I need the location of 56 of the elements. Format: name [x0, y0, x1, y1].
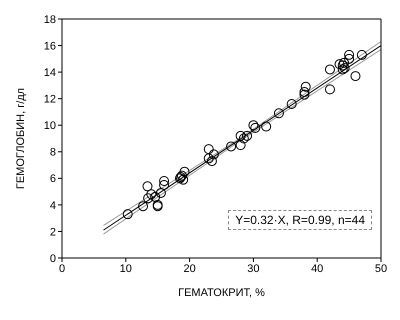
x-tick-label: 30: [247, 262, 260, 275]
point: [338, 60, 348, 70]
point: [226, 141, 236, 152]
point: [242, 130, 252, 141]
y-tick-label: 14: [44, 67, 56, 80]
point: [344, 54, 354, 64]
point: [324, 64, 335, 74]
point: [122, 209, 133, 220]
x-axis-title: ГЕМАТОКРИТ, %: [178, 287, 266, 299]
point: [179, 166, 190, 177]
point: [178, 174, 188, 185]
point: [138, 201, 148, 212]
x-tick-label: 10: [120, 262, 132, 275]
point: [204, 153, 214, 164]
y-tick-label: 6: [50, 173, 56, 186]
y-tick-label: 12: [44, 94, 56, 106]
point: [204, 144, 214, 154]
point: [334, 59, 345, 70]
point: [300, 82, 311, 92]
y-tick-label: 2: [50, 226, 56, 238]
point: [248, 120, 258, 130]
point: [356, 50, 367, 60]
point: [338, 58, 349, 68]
y-tick-label: 0: [50, 252, 56, 265]
y-tick-label: 8: [50, 146, 56, 159]
point: [274, 108, 284, 118]
point: [236, 130, 246, 141]
point: [261, 122, 272, 132]
point: [286, 98, 297, 109]
point: [238, 134, 249, 144]
y-axis-title: ГЕМОГЛОБИН, г/дл: [14, 88, 27, 190]
point: [159, 180, 170, 190]
point: [208, 149, 219, 160]
point: [299, 87, 310, 98]
y-tick-label: 18: [44, 14, 56, 26]
point: [143, 193, 154, 204]
point: [236, 140, 246, 150]
point: [150, 192, 160, 202]
point: [206, 156, 217, 166]
point: [146, 189, 156, 200]
point: [250, 122, 260, 133]
point: [324, 84, 335, 94]
point: [142, 181, 152, 192]
x-tick-label: 50: [374, 262, 388, 275]
point: [156, 188, 166, 198]
x-tick-label: 0: [58, 262, 66, 275]
y-tick-label: 10: [44, 120, 56, 132]
x-tick-label: 40: [311, 262, 324, 275]
y-tick-label: 4: [50, 200, 56, 212]
point: [159, 176, 170, 186]
y-tick-label: 16: [44, 40, 56, 52]
equation-box: Y=0.32·X, R=0.99, n=44: [228, 210, 372, 230]
point: [344, 50, 354, 60]
point: [350, 71, 360, 82]
x-tick-label: 20: [183, 262, 196, 275]
point: [299, 90, 310, 100]
